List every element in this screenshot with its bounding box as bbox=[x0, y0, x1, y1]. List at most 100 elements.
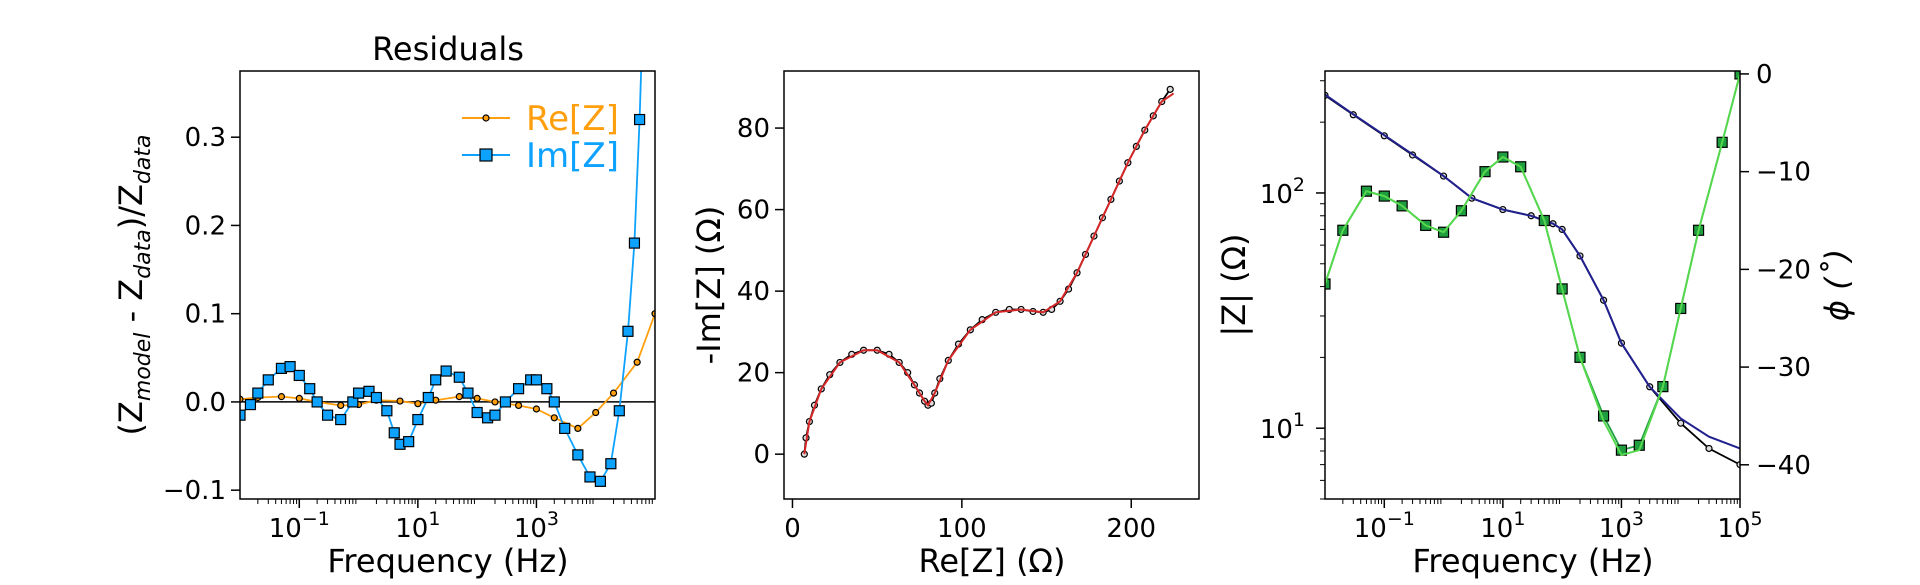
im-residual-point bbox=[548, 396, 560, 408]
residuals-plot-frame bbox=[239, 70, 656, 500]
im-residual-point bbox=[347, 396, 359, 408]
re-residual-point bbox=[532, 405, 541, 413]
re-residual-point bbox=[277, 393, 286, 401]
residuals-x-axis-label: Frequency (Hz) bbox=[327, 542, 568, 580]
re-residual-point bbox=[414, 400, 422, 408]
im-residual-point bbox=[422, 391, 434, 404]
y-tick-label: 80 bbox=[737, 114, 770, 144]
magnitude-fit-line bbox=[1325, 93, 1740, 450]
magnitude-data-point bbox=[1705, 444, 1713, 453]
re-residual-point bbox=[455, 393, 463, 401]
im-residual-point bbox=[311, 396, 323, 408]
left-y-tick-label: 101 bbox=[1260, 409, 1305, 445]
magnitude-data-point bbox=[1677, 419, 1685, 427]
re-residual-point bbox=[592, 408, 600, 417]
re-residual-point bbox=[337, 401, 345, 410]
x-tick-label: 100 bbox=[937, 514, 987, 544]
phase-data-point bbox=[1734, 71, 1740, 80]
residuals-y-ticks: −0.1 0.0 0.1 0.2 0.3 bbox=[163, 123, 240, 506]
im-residual-point bbox=[594, 475, 607, 487]
x-tick-label: 101 bbox=[1480, 508, 1525, 544]
im-residual-point bbox=[381, 405, 393, 417]
im-residual-point bbox=[584, 471, 596, 483]
im-residual-point bbox=[284, 361, 296, 373]
im-residual-point bbox=[335, 413, 347, 426]
legend-re-marker bbox=[482, 114, 490, 122]
residuals-legend: Re[Z] Im[Z] bbox=[462, 99, 619, 176]
im-residual-point bbox=[512, 383, 525, 395]
bode-plot-frame bbox=[1324, 70, 1741, 500]
x-tick-label: 0 bbox=[784, 514, 801, 544]
im-residual-point bbox=[252, 387, 264, 399]
y-tick-label: 20 bbox=[737, 359, 770, 389]
im-residual-point bbox=[430, 374, 442, 386]
nyquist-panel: 0 100 200 0 20 40 60 80 Re[Z] (Ω) -Im[Z] (Ω) bbox=[690, 70, 1200, 580]
magnitude-data-line bbox=[1325, 94, 1740, 466]
im-residual-point bbox=[613, 405, 625, 417]
im-residual-series bbox=[240, 44, 647, 487]
x-tick-label: 103 bbox=[514, 508, 559, 544]
im-residual-point bbox=[370, 391, 383, 404]
im-residual-point bbox=[352, 387, 365, 399]
re-residual-point bbox=[514, 401, 523, 410]
right-y-tick-label: −40 bbox=[1756, 451, 1811, 481]
re-residual-point bbox=[633, 358, 641, 366]
right-y-tick-label: −10 bbox=[1756, 158, 1811, 188]
residuals-title: Residuals bbox=[372, 30, 524, 68]
nyquist-plot-frame bbox=[783, 70, 1200, 500]
im-residual-point bbox=[440, 365, 452, 377]
re-residual-line bbox=[240, 313, 655, 430]
im-residual-point bbox=[605, 458, 617, 470]
y-tick-label: 0.3 bbox=[185, 123, 226, 153]
x-tick-label: 200 bbox=[1106, 514, 1156, 544]
nyquist-fit-line bbox=[803, 92, 1175, 455]
re-residual-point bbox=[609, 389, 618, 397]
right-y-tick-label: −30 bbox=[1756, 353, 1811, 383]
bode-data bbox=[1325, 71, 1740, 469]
bode-left-y-axis-label: |Z| (Ω) bbox=[1215, 233, 1253, 336]
re-residual-point bbox=[396, 397, 404, 405]
im-residual-point bbox=[240, 409, 246, 421]
nyquist-y-ticks: 0 20 40 60 80 bbox=[737, 114, 784, 470]
phase-fit-line bbox=[1325, 73, 1740, 457]
im-residual-point bbox=[403, 436, 415, 448]
residuals-panel: Residuals 10−1 101 103 −0.1 0.0 0.1 0.2 0.3 Fr… bbox=[112, 30, 656, 580]
bode-left-y-ticks: 101 102 bbox=[1260, 80, 1325, 500]
phase-data-line bbox=[1325, 73, 1740, 452]
y-tick-label: 0.0 bbox=[185, 388, 226, 418]
magnitude-data-series bbox=[1325, 91, 1740, 469]
im-residual-point bbox=[499, 396, 512, 408]
im-residual-point bbox=[628, 237, 641, 249]
x-tick-label: 103 bbox=[1599, 508, 1644, 544]
nyquist-y-axis-label: -Im[Z] (Ω) bbox=[690, 206, 728, 365]
im-residual-point bbox=[244, 398, 257, 411]
im-residual-point bbox=[637, 44, 647, 54]
y-tick-label: 60 bbox=[737, 196, 770, 226]
bode-x-axis-label: Frequency (Hz) bbox=[1412, 542, 1653, 580]
y-tick-label: 0.2 bbox=[185, 211, 226, 241]
magnitude-fit-series bbox=[1325, 93, 1740, 450]
bode-right-y-ticks: 0 −10 −20 −30 −40 bbox=[1740, 60, 1811, 481]
nyquist-x-ticks: 0 100 200 bbox=[784, 499, 1156, 544]
y-tick-label: −0.1 bbox=[163, 476, 226, 506]
im-residual-point bbox=[363, 385, 375, 397]
nyquist-fit-series bbox=[803, 92, 1175, 455]
im-residual-point bbox=[559, 422, 571, 435]
phase-data-point bbox=[1325, 278, 1331, 290]
x-tick-label: 10−1 bbox=[269, 508, 330, 544]
re-residual-point bbox=[473, 394, 481, 402]
bode-right-y-axis-label: ϕ (˚) bbox=[1818, 249, 1856, 321]
residuals-y-axis-label: (Zmodel - Zdata)/Zdata bbox=[112, 134, 156, 435]
nyquist-x-axis-label: Re[Z] (Ω) bbox=[919, 542, 1066, 580]
re-residual-point bbox=[574, 424, 582, 433]
im-residual-point bbox=[471, 406, 483, 419]
residuals-x-ticks: 10−1 101 103 bbox=[257, 499, 653, 544]
y-tick-label: 40 bbox=[737, 277, 770, 307]
legend-re-label: Re[Z] bbox=[526, 99, 619, 139]
im-residual-point bbox=[388, 427, 400, 439]
nyquist-data bbox=[800, 85, 1175, 458]
im-residual-point bbox=[634, 113, 646, 126]
im-residual-point bbox=[572, 449, 584, 461]
x-tick-label: 101 bbox=[395, 508, 440, 544]
